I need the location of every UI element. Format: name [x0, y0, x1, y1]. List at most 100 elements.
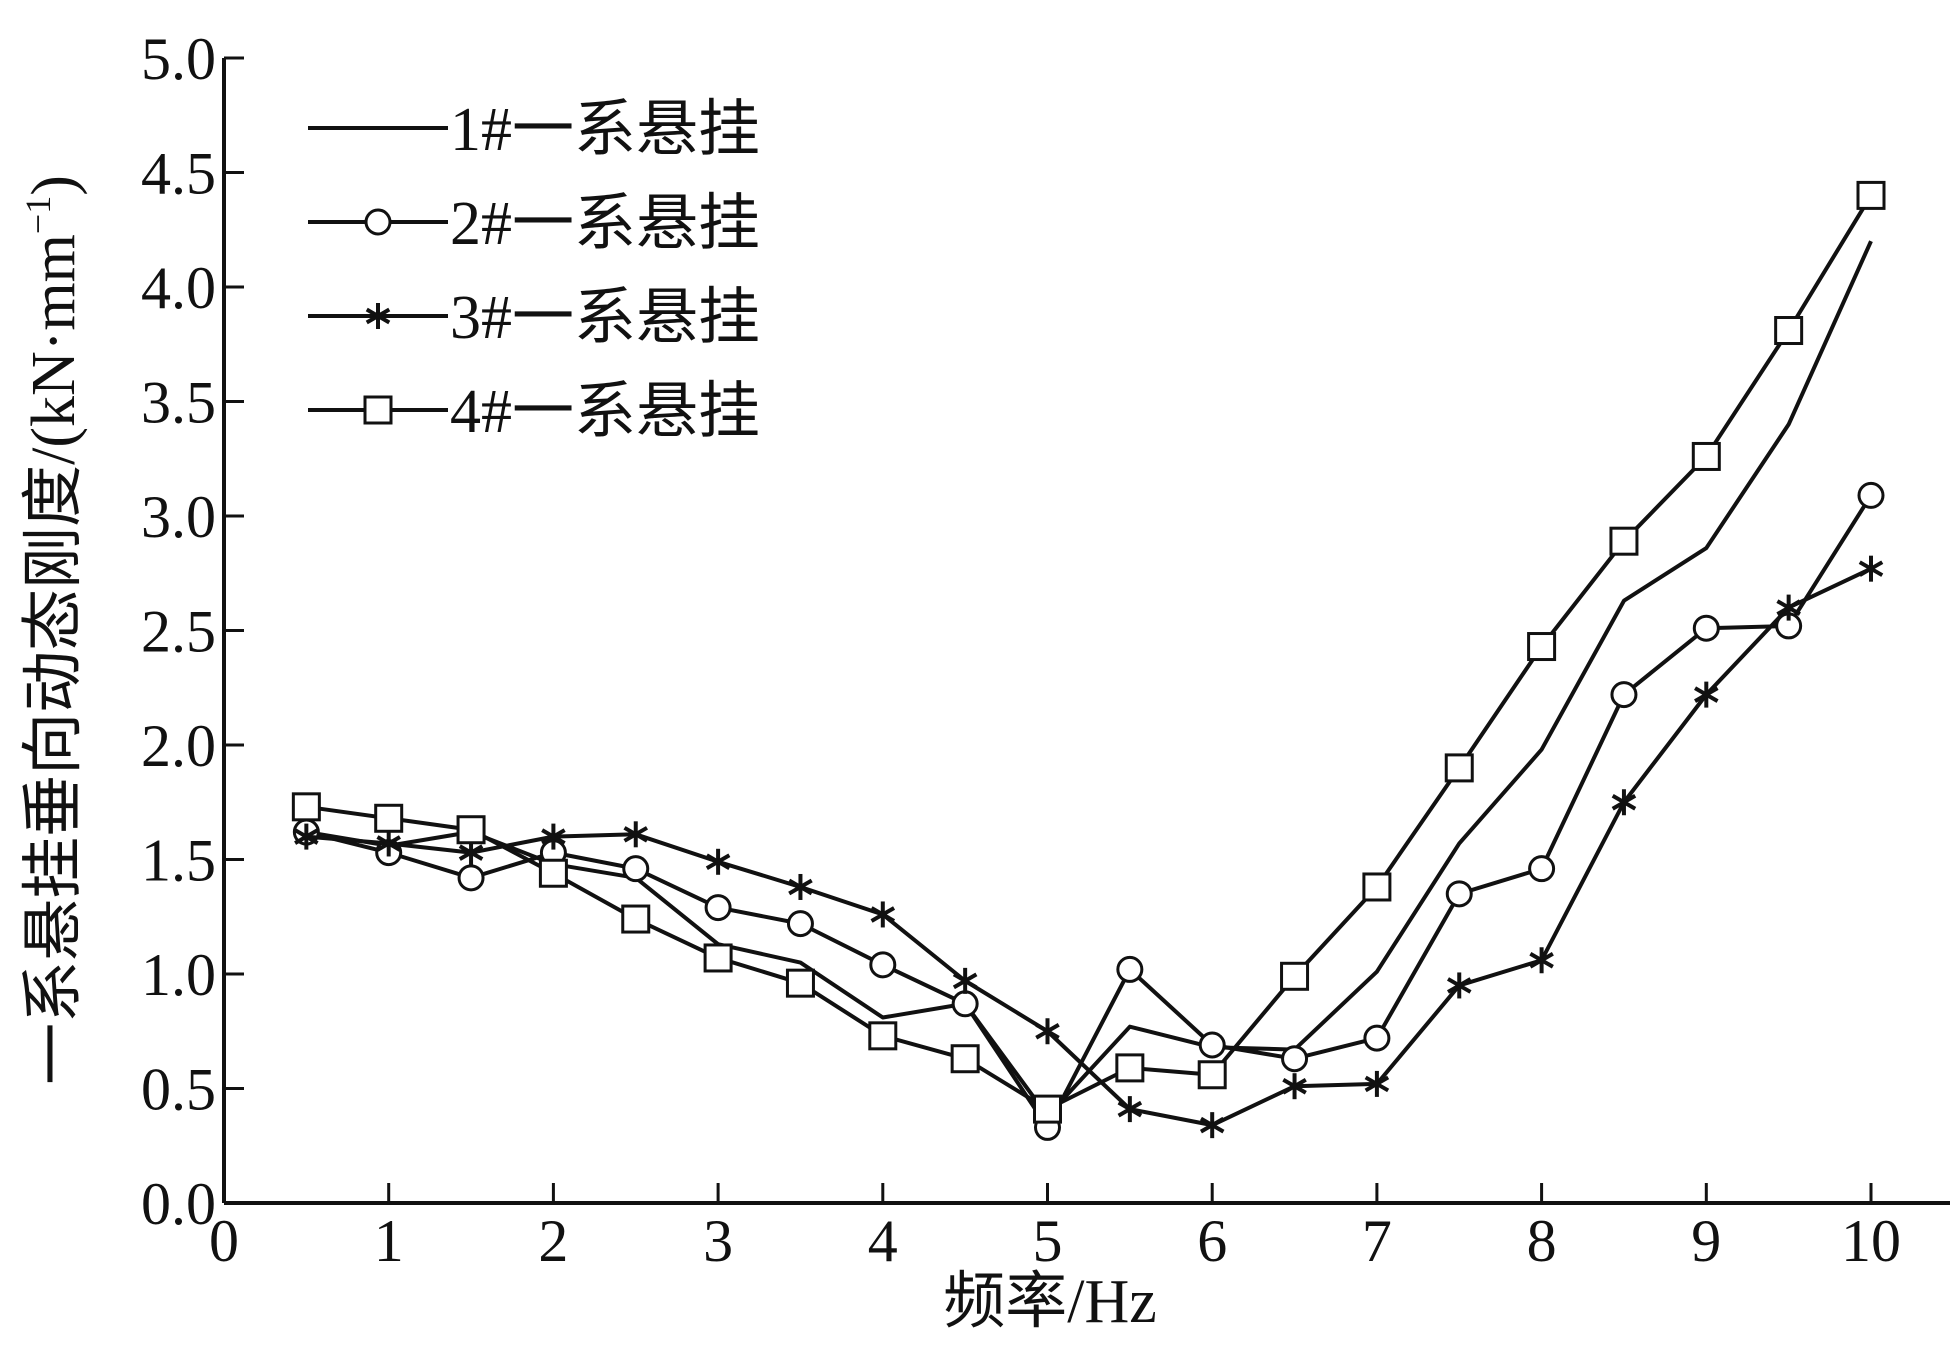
x-tick-label: 4 — [868, 1208, 898, 1274]
legend-label: 4#一系悬挂 — [450, 378, 760, 446]
data-point — [1528, 855, 1556, 883]
y-tick-label: 2.5 — [141, 599, 216, 665]
y-axis-title: 一系悬挂垂向动态刚度/(kN·mm−1) — [18, 175, 88, 1085]
data-point — [788, 873, 813, 900]
series-line — [305, 494, 1873, 1130]
data-point — [1857, 481, 1885, 509]
data-point — [870, 901, 896, 928]
data-point — [1611, 789, 1637, 816]
y-axis-title-main: 一系悬挂垂向动态刚度/(kN·mm — [20, 234, 88, 1085]
x-tick-label: 1 — [374, 1208, 404, 1274]
data-point — [1117, 1096, 1143, 1123]
data-point — [1694, 681, 1719, 708]
x-tick-label: 10 — [1841, 1208, 1901, 1274]
data-point — [457, 864, 485, 892]
data-point — [1035, 1018, 1060, 1045]
y-tick-label: 3.0 — [141, 484, 216, 550]
data-point — [623, 821, 649, 848]
data-point — [1281, 1045, 1309, 1073]
data-point — [1033, 1094, 1062, 1124]
x-ticks: 0 1 2 3 4 5 6 7 8 9 10 — [209, 1183, 1901, 1274]
data-point — [1197, 1060, 1227, 1090]
y-tick-label: 3.5 — [141, 370, 216, 436]
data-point — [1774, 316, 1804, 346]
data-point — [1364, 1070, 1390, 1097]
series-line — [306, 240, 1873, 1118]
data-point — [1199, 1112, 1225, 1139]
data-point — [376, 830, 401, 857]
x-axis-title: 频率/Hz — [943, 1268, 1157, 1336]
legend-label: 1#一系悬挂 — [450, 96, 760, 164]
series-line — [306, 566, 1872, 1128]
x-tick-label: 7 — [1362, 1208, 1392, 1274]
y-axis-title-sup: −1 — [18, 196, 58, 234]
legend: 1#一系悬挂 2#一系悬挂 3#一系悬挂 4#一系悬挂 — [308, 96, 760, 446]
data-point — [1691, 441, 1721, 471]
series-2 — [292, 481, 1885, 1141]
data-point — [541, 823, 566, 850]
data-point — [294, 823, 319, 850]
data-point — [869, 951, 897, 979]
data-point — [1527, 632, 1557, 662]
data-point — [1446, 972, 1472, 999]
data-point — [1529, 947, 1554, 974]
data-point — [705, 848, 731, 875]
y-axis-title-end: ) — [20, 175, 88, 196]
legend-item: 3#一系悬挂 — [308, 284, 760, 352]
x-tick-label: 0 — [209, 1208, 239, 1274]
data-point — [951, 990, 979, 1018]
data-point — [622, 855, 650, 883]
y-tick-label: 0.5 — [141, 1057, 216, 1123]
legend-item: 4#一系悬挂 — [308, 378, 760, 446]
data-point — [952, 967, 978, 994]
data-point — [1610, 681, 1638, 709]
legend-item: 1#一系悬挂 — [308, 96, 760, 164]
data-point — [1198, 1031, 1226, 1059]
legend-label: 3#一系悬挂 — [450, 284, 760, 352]
series-1 — [306, 240, 1873, 1118]
data-point — [1609, 526, 1639, 556]
y-tick-label: 0.0 — [141, 1171, 216, 1237]
data-point — [1282, 1073, 1307, 1100]
legend-marker — [364, 208, 392, 236]
data-point — [1444, 753, 1474, 783]
y-tick-label: 4.0 — [141, 255, 216, 321]
data-point — [1363, 1024, 1391, 1052]
data-point — [456, 815, 486, 845]
data-point — [868, 1021, 898, 1051]
x-tick-label: 6 — [1197, 1208, 1227, 1274]
data-point — [785, 968, 815, 998]
series-layer — [291, 180, 1886, 1141]
data-point — [1858, 555, 1884, 582]
data-point — [704, 894, 732, 922]
x-tick-label: 2 — [538, 1208, 568, 1274]
data-point — [621, 904, 651, 934]
data-point — [1116, 955, 1144, 983]
x-tick-label: 3 — [703, 1208, 733, 1274]
legend-item: 2#一系悬挂 — [308, 190, 760, 258]
legend-label: 2#一系悬挂 — [450, 190, 760, 258]
data-point — [291, 792, 321, 822]
data-point — [703, 943, 733, 973]
y-tick-label: 5.0 — [141, 26, 216, 92]
data-point — [1776, 594, 1801, 621]
y-tick-label: 4.5 — [141, 141, 216, 207]
x-tick-label: 5 — [1033, 1208, 1063, 1274]
data-point — [538, 858, 568, 888]
data-point — [1856, 180, 1886, 210]
legend-marker — [363, 395, 393, 425]
series-3 — [294, 555, 1884, 1139]
x-tick-label: 8 — [1527, 1208, 1557, 1274]
data-point — [1362, 872, 1392, 902]
data-point — [374, 803, 404, 833]
y-ticks: 0.0 0.5 1.0 1.5 2.0 2.5 3.0 3.5 4.0 4.5 5.0 — [141, 26, 244, 1237]
y-tick-label: 1.5 — [141, 828, 216, 894]
data-point — [1115, 1053, 1145, 1083]
y-tick-label: 2.0 — [141, 713, 216, 779]
data-point — [1692, 614, 1720, 642]
data-point — [786, 910, 814, 938]
y-tick-label: 1.0 — [141, 942, 216, 1008]
legend-marker — [365, 303, 391, 329]
data-point — [1280, 961, 1310, 991]
